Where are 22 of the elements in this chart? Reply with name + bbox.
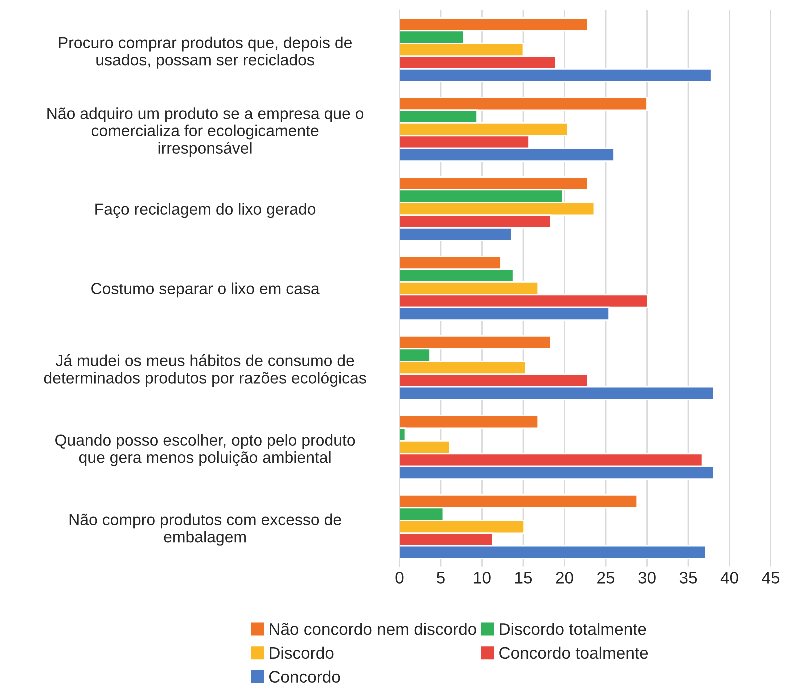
legend-label: Concordo xyxy=(270,670,340,683)
legend-label: Concordo toalmente xyxy=(500,646,648,660)
x-tick-label: 45 xyxy=(762,572,780,584)
y-tick-label: Quando posso escolher, opto pelo produto que gera menos poluição ambiental xyxy=(56,434,356,466)
y-tick-label: Procuro comprar produtos que, depois de usados, possam ser reciclados xyxy=(59,36,352,69)
y-tick-label: Faço reciclagem do lixo gerado xyxy=(96,203,316,218)
y-tick-label: Não adquiro um produto se a empresa que o comercializa for ecologicamente irresponsável xyxy=(48,108,364,158)
y-tick-label: Já mudei os meus hábitos de consumo de determinados produtos por razões ecológicas xyxy=(44,354,366,388)
x-tick-label: 35 xyxy=(680,572,698,584)
x-tick-label: 5 xyxy=(437,572,445,584)
legend-label: Discordo totalmente xyxy=(500,622,646,636)
legend-label: Não concordo nem discordo xyxy=(270,622,476,636)
x-tick-label: 25 xyxy=(598,572,615,584)
x-tick-label: 15 xyxy=(516,572,532,584)
x-tick-label: 40 xyxy=(720,572,738,584)
y-tick-label: Costumo separar o lixo em casa xyxy=(92,282,320,298)
x-tick-label: 0 xyxy=(396,572,404,584)
x-tick-label: 30 xyxy=(638,572,656,584)
y-tick-label: Não compro produtos com excesso de embalagem xyxy=(70,514,342,546)
x-tick-label: 20 xyxy=(556,572,574,584)
x-tick-label: 10 xyxy=(474,572,491,584)
legend-label: Discordo xyxy=(270,646,334,660)
